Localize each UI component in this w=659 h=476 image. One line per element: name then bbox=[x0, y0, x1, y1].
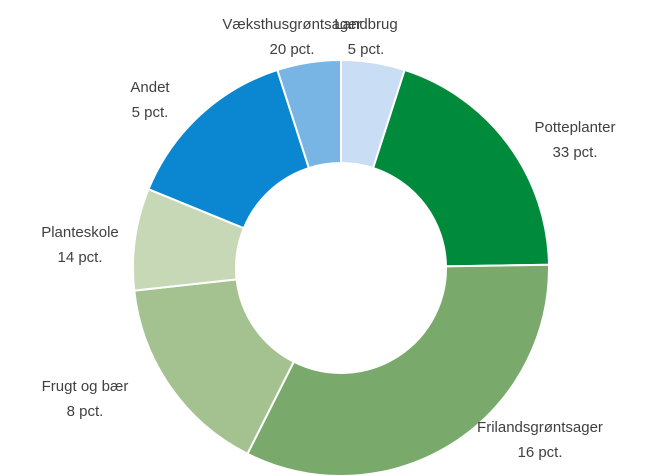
slice-label: Væksthusgrøntsager bbox=[222, 16, 361, 33]
slice-label: Andet bbox=[130, 79, 170, 96]
slice-value-label: 5 pct. bbox=[132, 104, 169, 121]
slice-label: Frilandsgrøntsager bbox=[477, 419, 603, 436]
slice-value-label: 33 pct. bbox=[552, 144, 597, 161]
slice-value-label: 20 pct. bbox=[269, 41, 314, 58]
slice-value-label: 14 pct. bbox=[57, 249, 102, 266]
slice-value-label: 8 pct. bbox=[67, 403, 104, 420]
donut-slice bbox=[276, 58, 342, 170]
donut-slice bbox=[133, 278, 296, 456]
donut-slice bbox=[246, 263, 550, 476]
slice-value-label: 5 pct. bbox=[348, 41, 385, 58]
donut-slice bbox=[371, 68, 550, 268]
donut-slice bbox=[147, 68, 311, 230]
slice-label: Frugt og bær bbox=[42, 378, 129, 395]
slice-value-label: 16 pct. bbox=[517, 444, 562, 461]
slice-label: Potteplanter bbox=[535, 119, 616, 136]
slice-label: Landbrug bbox=[334, 16, 397, 33]
slice-label: Planteskole bbox=[41, 224, 119, 241]
